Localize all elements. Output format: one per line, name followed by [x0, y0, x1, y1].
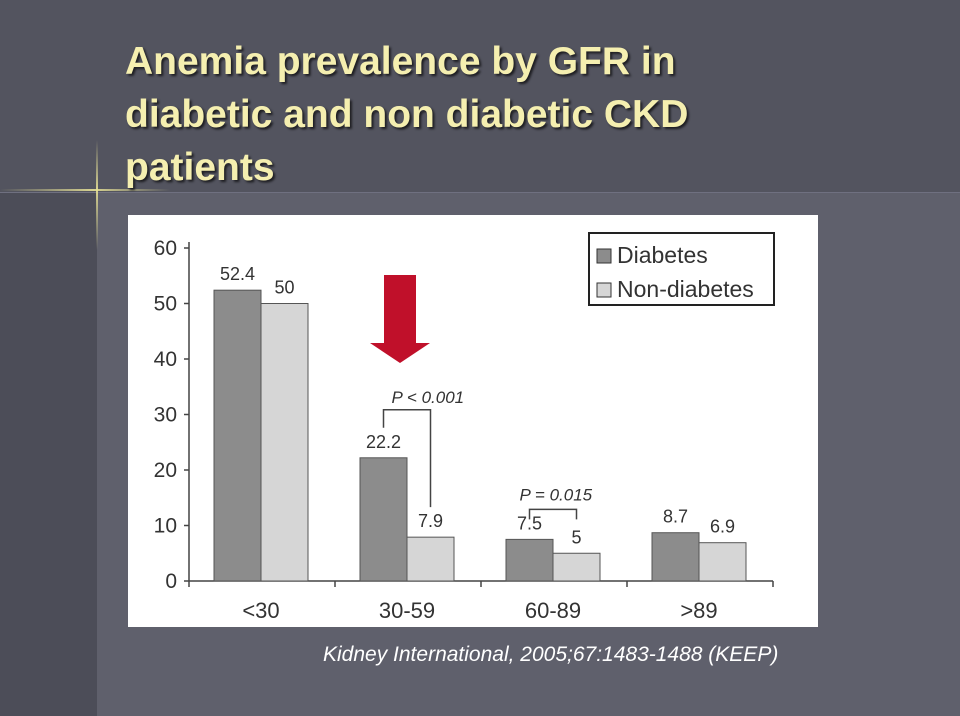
data-label: 7.9	[418, 511, 443, 531]
y-tick-label: 30	[154, 404, 177, 427]
y-tick-label: 60	[154, 237, 177, 260]
x-tick-label: 60-89	[525, 598, 581, 623]
bar-diabetes	[505, 538, 554, 582]
legend-label-diabetes: Diabetes	[617, 242, 708, 268]
sparkle-line-vertical	[96, 140, 98, 250]
significance-bracket	[528, 508, 578, 520]
data-label: 6.9	[710, 517, 735, 537]
bar-diabetes	[359, 457, 408, 582]
bar-diabetes	[213, 289, 262, 582]
significance-bracket	[382, 409, 432, 508]
bar-non-diabetes	[552, 552, 601, 582]
legend-swatch-diabetes	[596, 248, 612, 264]
data-label: 22.2	[366, 432, 401, 452]
bar-non-diabetes	[698, 542, 747, 582]
sparkle-line-horizontal	[0, 189, 170, 191]
slide-title: Anemia prevalence by GFR in diabetic and…	[125, 40, 689, 189]
y-tick-label: 40	[154, 348, 177, 371]
title-divider	[0, 192, 960, 193]
legend-box	[588, 232, 775, 306]
y-tick-label: 20	[154, 459, 177, 482]
x-tick-label: <30	[242, 598, 279, 623]
data-label: 50	[274, 278, 294, 298]
p-value-annotation: P < 0.001	[392, 388, 465, 407]
data-label: 5	[571, 527, 581, 547]
data-label: 7.5	[517, 513, 542, 533]
title-band	[0, 0, 960, 193]
bar-non-diabetes	[406, 536, 455, 582]
data-label: 8.7	[663, 507, 688, 527]
y-tick-label: 10	[154, 515, 177, 538]
bar-non-diabetes	[260, 303, 309, 582]
legend-label-non-diabetes: Non-diabetes	[617, 276, 754, 302]
y-tick-label: 50	[154, 293, 177, 316]
citation: Kidney International, 2005;67:1483-1488 …	[323, 643, 779, 666]
x-tick-label: 30-59	[379, 598, 435, 623]
p-value-annotation: P = 0.015	[520, 485, 593, 504]
data-label: 52.4	[220, 264, 255, 284]
legend-swatch-non-diabetes	[596, 282, 612, 298]
down-arrow-icon	[370, 275, 430, 363]
bar-diabetes	[651, 532, 700, 582]
chart-canvas: 0 10 20 30 40 50 60 52.4 22.2 7.5 8.7 50 7.9 5 6.9 <30 3…	[154, 232, 775, 623]
y-tick-label: 0	[165, 570, 177, 593]
bar-chart: 0 10 20 30 40 50 60 52.4 22.2 7.5 8.7 50 7.9 5 6.9 <30 3…	[128, 215, 818, 627]
x-tick-label: >89	[680, 598, 717, 623]
